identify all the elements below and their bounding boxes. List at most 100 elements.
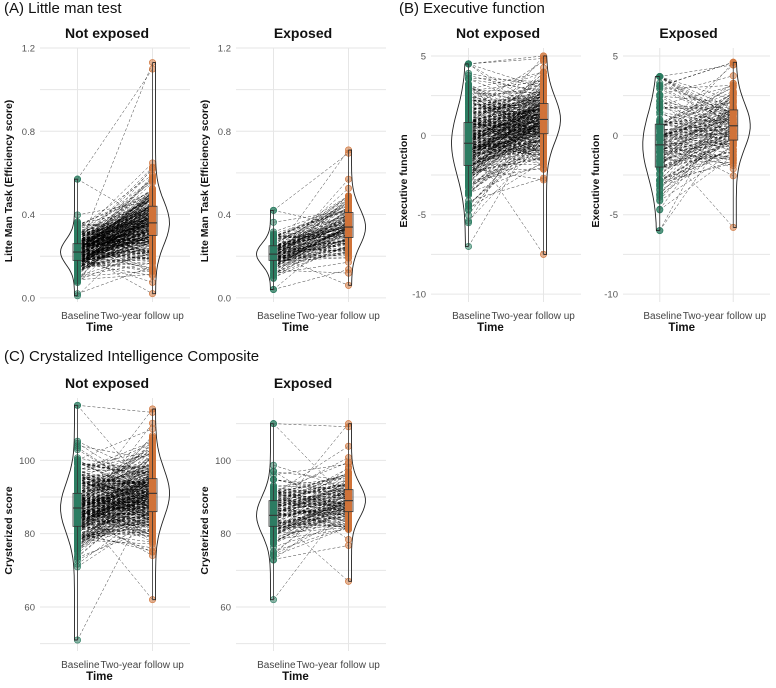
paired-line [77,218,153,241]
paired-line [468,132,544,211]
paired-line [77,483,153,509]
paired-line [273,225,349,251]
paired-line [468,95,544,129]
x-tick-label: Two-year follow up [297,660,381,671]
paired-line [659,125,734,231]
paired-line [77,507,153,539]
paired-line [77,469,153,499]
x-tick-label: Baseline [61,660,100,671]
paired-line [77,504,153,541]
paired-line [273,222,349,252]
box-iqr [538,103,549,135]
paired-line [659,110,734,190]
paired-line [273,497,349,514]
paired-line [77,205,153,234]
paired-line [77,468,153,473]
y-axis-label: Crysterized score [3,486,15,574]
point-followup [149,208,157,216]
paired-line [468,129,544,147]
paired-line [77,494,153,504]
paired-line [273,498,349,509]
paired-line [659,136,734,141]
paired-line [659,140,734,181]
paired-line [77,274,153,280]
paired-line [77,472,153,510]
paired-line [77,260,153,272]
paired-line [273,228,349,264]
paired-line [77,489,153,521]
paired-line [468,106,544,120]
paired-line [77,236,153,261]
paired-line [273,223,349,269]
paired-line [77,195,153,246]
paired-line [77,226,153,259]
paired-line [77,507,153,528]
paired-line [77,216,153,235]
paired-line [77,175,153,259]
paired-line [77,211,153,234]
paired-line [77,236,153,257]
paired-line [273,528,349,540]
paired-line [273,493,349,511]
paired-line [273,502,349,523]
paired-line [468,123,544,160]
paired-line [77,198,153,250]
paired-line [273,492,349,509]
paired-line [468,118,544,138]
paired-line [659,146,734,158]
section-title-a: (A) Little man test [4,0,122,17]
paired-line [659,103,734,150]
paired-line [468,82,544,113]
paired-line [77,485,153,524]
paired-line [273,471,349,481]
paired-line [77,220,153,265]
paired-line [273,239,349,249]
box-baseline [268,210,279,290]
paired-line [273,498,349,541]
paired-line [77,496,153,510]
paired-line [659,143,734,167]
paired-line [468,107,544,140]
paired-line [77,174,153,230]
paired-line [659,85,734,90]
paired-line [659,160,734,185]
paired-line [77,482,153,502]
paired-line [468,158,544,173]
paired-line [77,216,153,254]
paired-line [77,472,153,530]
y-axis-label: Crysterized score [199,486,211,574]
box-iqr [268,245,279,261]
paired-line [659,98,734,127]
paired-line [273,509,349,542]
panel-title: Not exposed [65,25,149,41]
paired-line [273,491,349,523]
paired-line [273,227,349,259]
paired-line [273,222,349,258]
paired-line [273,226,349,246]
paired-line [77,445,153,460]
violin-baseline [256,423,274,601]
y-tick-label: 1.2 [22,44,35,55]
paired-line [77,215,153,283]
paired-line [659,108,734,152]
paired-line [273,251,349,269]
paired-line [77,496,153,521]
paired-line [77,252,153,277]
paired-line [468,140,544,178]
paired-line [468,95,544,134]
paired-line [468,143,544,151]
paired-line [659,125,734,151]
paired-line [468,124,544,138]
paired-line [468,142,544,205]
paired-line [77,178,153,248]
x-tick-label: Two-year follow up [297,311,381,322]
paired-line [659,145,734,161]
paired-line [468,92,544,158]
paired-line [273,269,349,274]
paired-line [77,192,153,252]
paired-line [77,257,153,266]
violin-followup [348,149,366,286]
paired-line [468,92,544,108]
paired-line [77,217,153,252]
